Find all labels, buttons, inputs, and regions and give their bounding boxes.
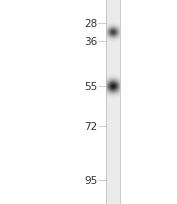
Text: 28: 28: [84, 19, 97, 28]
Text: 36: 36: [84, 37, 97, 47]
Text: 72: 72: [84, 122, 97, 132]
Text: 95: 95: [84, 176, 97, 185]
Text: 55: 55: [84, 82, 97, 92]
